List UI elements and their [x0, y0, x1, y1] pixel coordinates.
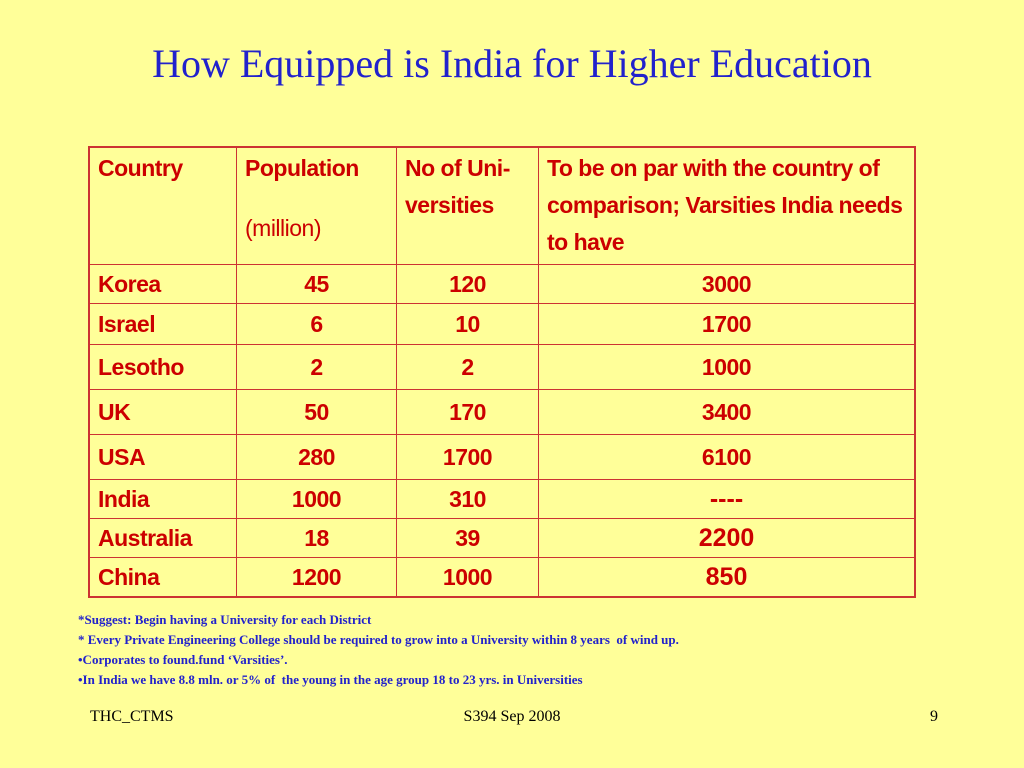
- header-country: Country: [88, 146, 237, 265]
- table-row: USA 280 1700 6100: [88, 434, 916, 480]
- header-population-label: Population: [245, 155, 359, 181]
- header-varsities-needed: To be on par with the country of compari…: [538, 146, 916, 265]
- cell-universities: 310: [396, 479, 539, 519]
- footer-date: S394 Sep 2008: [463, 708, 561, 725]
- cell-population: 280: [236, 434, 397, 480]
- cell-needed: ----: [538, 479, 916, 519]
- cell-country: Korea: [88, 264, 237, 304]
- cell-country: India: [88, 479, 237, 519]
- cell-country: Israel: [88, 303, 237, 345]
- cell-country: China: [88, 557, 237, 598]
- header-population-unit: (million): [245, 215, 322, 241]
- footnote-item: •In India we have 8.8 mln. or 5% of the …: [78, 672, 583, 687]
- cell-needed: 3400: [538, 389, 916, 435]
- table-row: Australia 18 39 2200: [88, 518, 916, 558]
- cell-population: 1000: [236, 479, 397, 519]
- table-row: India 1000 310 ----: [88, 479, 916, 519]
- cell-universities: 39: [396, 518, 539, 558]
- cell-needed: 1700: [538, 303, 916, 345]
- page-number: 9: [930, 708, 938, 725]
- cell-needed: 6100: [538, 434, 916, 480]
- table-row: UK 50 170 3400: [88, 389, 916, 435]
- cell-needed: 850: [538, 557, 916, 598]
- comparison-table: Country Population (million) No of Uni- …: [88, 146, 916, 598]
- cell-population: 1200: [236, 557, 397, 598]
- cell-universities: 2: [396, 344, 539, 390]
- footer-source: THC_CTMS: [90, 708, 174, 725]
- header-population: Population (million): [236, 146, 397, 265]
- header-universities: No of Uni- versities: [396, 146, 539, 265]
- cell-needed: 3000: [538, 264, 916, 304]
- cell-country: UK: [88, 389, 237, 435]
- cell-universities: 170: [396, 389, 539, 435]
- table-row: Lesotho 2 2 1000: [88, 344, 916, 390]
- cell-universities: 1700: [396, 434, 539, 480]
- cell-population: 50: [236, 389, 397, 435]
- cell-population: 2: [236, 344, 397, 390]
- footnote-item: •Corporates to found.fund ‘Varsities’.: [78, 652, 288, 667]
- cell-population: 18: [236, 518, 397, 558]
- cell-needed: 1000: [538, 344, 916, 390]
- footnotes: *Suggest: Begin having a University for …: [78, 610, 679, 690]
- cell-universities: 1000: [396, 557, 539, 598]
- slide-title: How Equipped is India for Higher Educati…: [152, 41, 872, 86]
- cell-country: Lesotho: [88, 344, 237, 390]
- table-row: China 1200 1000 850: [88, 557, 916, 598]
- footnote-item: * Every Private Engineering College shou…: [78, 632, 679, 647]
- cell-population: 6: [236, 303, 397, 345]
- cell-universities: 120: [396, 264, 539, 304]
- table-row: Korea 45 120 3000: [88, 264, 916, 304]
- cell-country: Australia: [88, 518, 237, 558]
- cell-population: 45: [236, 264, 397, 304]
- cell-needed: 2200: [538, 518, 916, 558]
- cell-universities: 10: [396, 303, 539, 345]
- table-row: Israel 6 10 1700: [88, 303, 916, 345]
- table-header-row: Country Population (million) No of Uni- …: [88, 146, 916, 265]
- footnote-item: *Suggest: Begin having a University for …: [78, 612, 372, 627]
- cell-country: USA: [88, 434, 237, 480]
